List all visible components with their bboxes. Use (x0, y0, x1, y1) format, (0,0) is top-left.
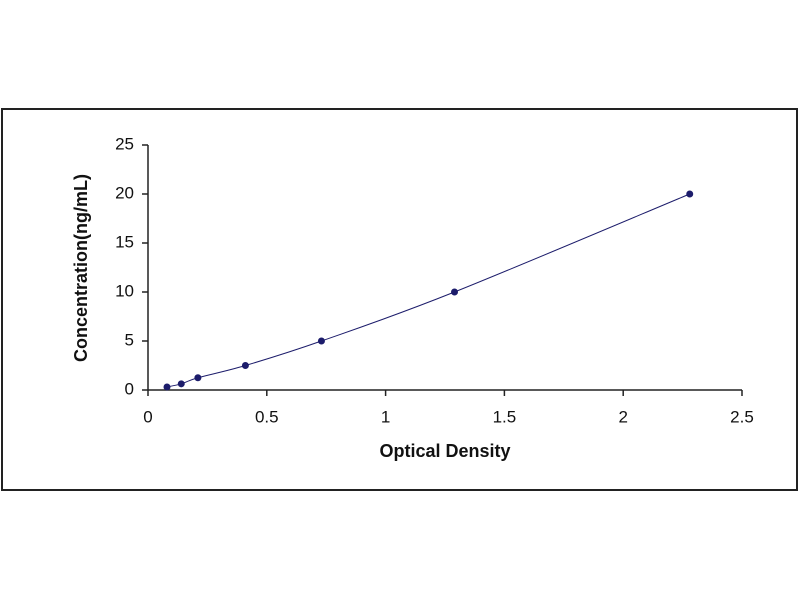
y-axis-title: Concentration(ng/mL) (71, 174, 91, 362)
x-tick-label: 0.5 (255, 407, 279, 426)
x-axis-title: Optical Density (379, 441, 510, 461)
data-point (163, 383, 171, 391)
x-tick-label: 0 (143, 407, 152, 426)
x-tick-label: 2.5 (730, 407, 754, 426)
data-point (686, 190, 694, 198)
x-tick-label: 1.5 (493, 407, 517, 426)
chart-frame (1, 108, 798, 491)
y-tick-label: 5 (125, 330, 134, 349)
data-point (451, 288, 459, 296)
data-point (241, 362, 249, 369)
y-tick-label: 15 (115, 232, 134, 251)
data-point (317, 337, 325, 345)
x-tick-label: 1 (381, 407, 390, 426)
y-tick-label: 25 (115, 134, 134, 153)
x-tick-label: 2 (618, 407, 627, 426)
y-tick-label: 20 (115, 183, 134, 202)
data-point (177, 380, 185, 388)
y-tick-label: 10 (115, 281, 134, 300)
data-point (194, 374, 202, 382)
y-tick-label: 0 (125, 379, 134, 398)
